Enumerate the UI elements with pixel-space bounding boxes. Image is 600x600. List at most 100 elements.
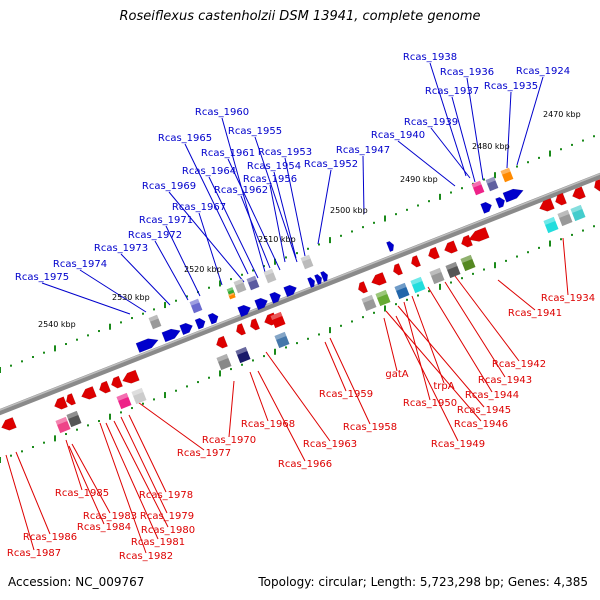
gene-label: Rcas_1944 [465, 390, 519, 401]
gene-label: Rcas_1949 [431, 439, 485, 450]
scale-minor-tick [362, 226, 364, 229]
gene-label: Rcas_1965 [158, 133, 212, 144]
reverse-gene-arrow [371, 271, 387, 286]
scale-minor-tick [362, 316, 364, 319]
gene-label: Rcas_1935 [484, 81, 538, 92]
scale-minor-tick [560, 148, 562, 151]
gene-label: Rcas_1942 [492, 359, 546, 370]
figure-title: Roseiflexus castenholzii DSM 13941, comp… [119, 9, 481, 24]
label-connector [397, 140, 456, 187]
scale-minor-tick [43, 441, 45, 444]
label-connector [113, 420, 169, 528]
scale-minor-tick [483, 178, 485, 181]
scale-minor-tick [406, 298, 408, 301]
label-connector [395, 315, 459, 442]
label-connector [198, 212, 223, 286]
scale-minor-tick [10, 454, 12, 457]
reverse-gene-box [429, 267, 445, 285]
gene-label: Rcas_1986 [23, 532, 77, 543]
label-connectors [5, 62, 569, 554]
gene-label: gatA [385, 369, 408, 380]
gene-label: Rcas_1978 [139, 490, 193, 501]
scale-minor-tick [373, 221, 375, 224]
genome-summary-text: Topology: circular; Length: 5,723,298 bp… [258, 575, 588, 589]
label-connector [429, 62, 467, 177]
scale-minor-tick [307, 247, 309, 250]
label-connector [105, 422, 159, 540]
scale-minor-tick [406, 208, 408, 211]
label-connector [228, 380, 235, 438]
forward-gene-arrow [161, 328, 181, 343]
reverse-gene-box [460, 254, 476, 272]
gene-label: Rcas_1958 [343, 422, 397, 433]
scale-minor-tick [65, 343, 67, 346]
scale-major-tick [109, 413, 111, 420]
reverse-gene-arrow [555, 192, 567, 206]
scale-minor-tick [241, 363, 243, 366]
gene-label: Rcas_1945 [457, 405, 511, 416]
scale-major-tick [494, 172, 496, 179]
scale-minor-tick [395, 213, 397, 216]
scale-minor-tick [131, 317, 133, 320]
scale-minor-tick [197, 381, 199, 384]
gene-labels: Rcas_1938 Rcas_1936 Rcas_1924 Rcas_1937 Rcas… [7, 52, 595, 562]
reverse-gene-box [131, 387, 147, 405]
reverse-gene-box [216, 353, 232, 371]
scale-minor-tick [142, 312, 144, 315]
forward-gene-box [148, 314, 162, 330]
forward-gene-arrow [194, 317, 206, 330]
gene-label: Rcas_1936 [440, 67, 494, 78]
scale-minor-tick [32, 356, 34, 359]
scale-minor-tick [131, 407, 133, 410]
scale-minor-tick [186, 385, 188, 388]
scale-minor-tick [296, 252, 298, 255]
scale-major-tick [329, 327, 331, 334]
scale-minor-tick [241, 273, 243, 276]
gene-label: Rcas_1985 [55, 488, 109, 499]
gene-label: Rcas_1979 [140, 511, 194, 522]
gene-label: Rcas_1940 [371, 130, 425, 141]
label-connector [444, 281, 506, 378]
reverse-gene-arrow [593, 179, 600, 192]
scale-minor-tick [472, 272, 474, 275]
scale-minor-tick [560, 238, 562, 241]
backbone [0, 172, 600, 416]
scale-minor-tick [307, 337, 309, 340]
label-connector [451, 96, 476, 183]
scale-ticks [0, 135, 595, 463]
forward-gene-box [471, 180, 485, 196]
label-connector [165, 225, 201, 297]
scale-label: 2530 kbp [112, 293, 150, 302]
scale-minor-tick [98, 330, 100, 333]
scale-minor-tick [87, 334, 89, 337]
label-connector [120, 416, 168, 514]
label-connector [383, 317, 398, 372]
label-connector [329, 337, 371, 425]
gene-label: Rcas_1974 [53, 259, 107, 270]
label-connector [227, 158, 281, 271]
gene-label: Rcas_1924 [516, 66, 570, 77]
label-connector [41, 282, 131, 315]
reverse-gene-arrow [572, 186, 586, 200]
scale-major-tick [54, 435, 56, 442]
gene-label: Rcas_1982 [119, 551, 173, 562]
gene-label: Rcas_1983 [83, 511, 137, 522]
gene-label: Rcas_1934 [541, 293, 595, 304]
label-connector [128, 414, 167, 493]
scale-minor-tick [43, 351, 45, 354]
gene-label: Rcas_1947 [336, 145, 390, 156]
reverse-gene-arrow [461, 234, 473, 248]
label-connector [249, 371, 269, 422]
label-connector [430, 127, 471, 179]
scale-minor-tick [582, 229, 584, 232]
gene-label: Rcas_1952 [304, 159, 358, 170]
label-connector [516, 76, 544, 166]
scale-minor-tick [318, 333, 320, 336]
scale-minor-tick [76, 338, 78, 341]
reverse-gene-arrow [1, 416, 17, 431]
forward-gene-box [233, 278, 247, 294]
gene-label: Rcas_1961 [201, 148, 255, 159]
scale-minor-tick [516, 165, 518, 168]
scale-minor-tick [285, 256, 287, 259]
